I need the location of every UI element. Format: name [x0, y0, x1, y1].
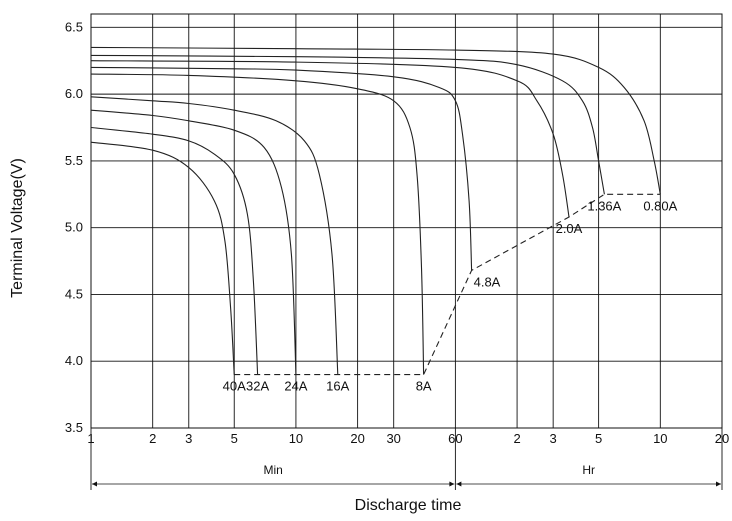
x-axis-title: Discharge time	[355, 497, 462, 514]
curve-label: 32A	[246, 379, 269, 394]
series-layer	[90, 46, 661, 376]
curve-labels: 40A 32A 24A 16A 8A 4.8A 2.0A 1.36A 0.80A	[223, 198, 678, 393]
unit-bracket-arrow	[92, 481, 97, 487]
x-tick-label: 3	[550, 431, 557, 446]
tick-labels: 1 2 3 5 10 20 30 60 2 3 5 10 203.54.04.55.05.56.06.5	[65, 19, 729, 446]
y-tick-label: 4.0	[65, 353, 83, 368]
curve-label: 40A	[223, 379, 246, 394]
x-tick-label: 20	[350, 431, 364, 446]
y-tick-label: 6.5	[65, 19, 83, 34]
series-line-1-36A	[90, 54, 605, 195]
x-tick-label: 10	[653, 431, 667, 446]
plot-frame	[90, 13, 723, 429]
curve-label: 1.36A	[587, 198, 621, 213]
y-tick-label: 5.5	[65, 153, 83, 168]
x-tick-label: 10	[289, 431, 303, 446]
time-units: Min Hr	[90, 428, 723, 490]
unit-label-min: Min	[264, 463, 283, 477]
y-tick-label: 6.0	[65, 86, 83, 101]
series-line-40A	[90, 141, 235, 375]
x-tick-label: 2	[513, 431, 520, 446]
x-tick-label: 2	[149, 431, 156, 446]
unit-label-hr: Hr	[582, 463, 595, 477]
y-tick-label: 4.5	[65, 286, 83, 301]
curve-label: 0.80A	[643, 198, 677, 213]
curve-label: 24A	[284, 379, 307, 394]
series-line-2-0A	[90, 60, 570, 218]
curve-label: 8A	[416, 379, 432, 394]
series-line-16A	[90, 96, 339, 375]
x-tick-label: 30	[386, 431, 400, 446]
end-voltage-line	[234, 193, 661, 376]
series-line-4-8A	[90, 66, 473, 271]
x-tick-label: 3	[185, 431, 192, 446]
unit-bracket-arrow	[449, 481, 455, 487]
series-line-0-80A	[90, 46, 661, 195]
unit-bracket-arrow	[716, 481, 721, 487]
x-tick-label: 5	[231, 431, 238, 446]
curve-label: 16A	[326, 379, 349, 394]
unit-bracket-arrow	[456, 481, 462, 487]
y-tick-label: 5.0	[65, 220, 83, 235]
curve-label: 4.8A	[474, 274, 501, 289]
series-line-8A	[90, 73, 425, 375]
x-tick-label: 5	[595, 431, 602, 446]
series-line-32A	[90, 126, 259, 375]
y-tick-label: 3.5	[65, 420, 83, 435]
grid	[90, 13, 723, 429]
y-axis-title: Terminal Voltage(V)	[9, 158, 26, 298]
curve-label: 2.0A	[556, 221, 583, 236]
series-line-24A	[90, 109, 297, 375]
